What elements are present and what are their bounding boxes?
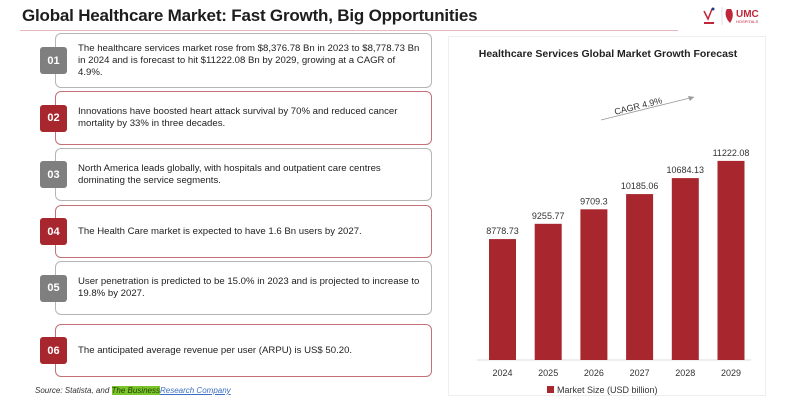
source-highlight: The Business xyxy=(111,386,160,395)
legend-label: Market Size (USD billion) xyxy=(557,385,658,395)
umc-hospitals-logo: UMC HOSPITALS xyxy=(703,7,759,25)
fact-card: User penetration is predicted to be 15.0… xyxy=(55,261,432,315)
x-tick-label: 2028 xyxy=(675,368,695,378)
fact-card: The healthcare services market rose from… xyxy=(55,33,432,88)
fact-number-badge: 06 xyxy=(40,337,67,364)
bar-chart: 8778.73 2024 9255.77 2025 9709.3 2026 10185.06… xyxy=(477,95,751,395)
bar-2029 xyxy=(717,160,745,360)
fact-text: North America leads globally, with hospi… xyxy=(78,162,381,186)
fact-number-badge: 03 xyxy=(40,161,67,188)
svg-text:UMC: UMC xyxy=(736,9,759,20)
bar-2026 xyxy=(580,209,608,360)
bar-2024 xyxy=(489,239,516,360)
data-label: 10684.13 xyxy=(667,165,705,175)
fact-card: The Health Care market is expected to ha… xyxy=(55,205,432,258)
source-link[interactable]: Research Company xyxy=(159,386,231,395)
bar-2028 xyxy=(671,178,699,360)
fact-number-badge: 04 xyxy=(40,218,67,245)
cagr-arrow xyxy=(600,96,695,121)
fact-card: Innovations have boosted heart attack su… xyxy=(55,91,432,145)
data-label: 11222.08 xyxy=(713,148,750,158)
fact-number-badge: 01 xyxy=(40,47,67,74)
data-label: 9709.3 xyxy=(580,196,608,206)
data-label: 10185.06 xyxy=(621,181,659,191)
source-prefix: Source: Statista, and xyxy=(35,386,112,395)
fact-text: The Health Care market is expected to ha… xyxy=(78,225,362,237)
x-tick-label: 2026 xyxy=(584,368,604,378)
title-divider xyxy=(20,30,678,31)
fact-text: User penetration is predicted to be 15.0… xyxy=(78,276,420,299)
fact-text: The healthcare services market rose from… xyxy=(78,42,420,78)
fact-number-badge: 05 xyxy=(40,274,67,302)
data-label: 9255.77 xyxy=(532,211,565,221)
fact-number-badge: 02 xyxy=(40,104,67,132)
bar-2025 xyxy=(534,223,562,360)
x-tick-label: 2027 xyxy=(630,368,650,378)
legend-swatch xyxy=(547,386,554,393)
svg-text:HOSPITALS: HOSPITALS xyxy=(736,19,758,24)
chart-title: Healthcare Services Global Market Growth… xyxy=(478,48,738,60)
fact-text: The anticipated average revenue per user… xyxy=(78,344,353,356)
x-tick-label: 2025 xyxy=(538,368,558,378)
fact-card: North America leads globally, with hospi… xyxy=(55,148,432,201)
fact-card: The anticipated average revenue per user… xyxy=(55,324,432,377)
x-tick-label: 2029 xyxy=(721,368,741,378)
data-label: 8778.73 xyxy=(486,226,519,236)
chart-panel: Healthcare Services Global Market Growth… xyxy=(448,36,766,396)
fact-text: Innovations have boosted heart attack su… xyxy=(78,106,398,129)
cagr-annotation: CAGR 4.9% xyxy=(613,95,663,117)
cagr-arrowhead xyxy=(688,96,694,101)
page-title: Global Healthcare Market: Fast Growth, B… xyxy=(22,6,478,25)
bar-2027 xyxy=(626,194,654,360)
source-note: Source: Statista, and The BusinessResear… xyxy=(35,386,231,395)
x-tick-label: 2024 xyxy=(492,368,512,378)
